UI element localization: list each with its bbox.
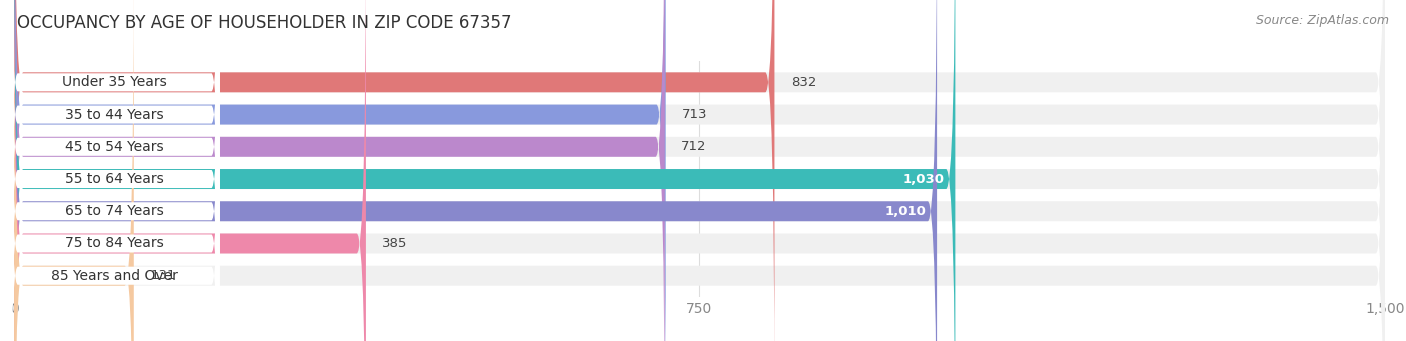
FancyBboxPatch shape <box>14 0 1385 341</box>
FancyBboxPatch shape <box>14 0 938 341</box>
Text: 55 to 64 Years: 55 to 64 Years <box>65 172 165 186</box>
Text: 713: 713 <box>682 108 707 121</box>
FancyBboxPatch shape <box>14 0 1385 341</box>
Text: 385: 385 <box>382 237 408 250</box>
FancyBboxPatch shape <box>10 0 219 341</box>
FancyBboxPatch shape <box>10 0 219 341</box>
Text: 832: 832 <box>790 76 817 89</box>
FancyBboxPatch shape <box>10 0 219 341</box>
FancyBboxPatch shape <box>14 0 665 341</box>
Text: OCCUPANCY BY AGE OF HOUSEHOLDER IN ZIP CODE 67357: OCCUPANCY BY AGE OF HOUSEHOLDER IN ZIP C… <box>17 14 512 32</box>
Text: 131: 131 <box>150 269 176 282</box>
Text: 45 to 54 Years: 45 to 54 Years <box>65 140 165 154</box>
FancyBboxPatch shape <box>14 0 134 341</box>
Text: 85 Years and Over: 85 Years and Over <box>51 269 179 283</box>
Text: Under 35 Years: Under 35 Years <box>62 75 167 89</box>
FancyBboxPatch shape <box>14 0 1385 341</box>
Text: 65 to 74 Years: 65 to 74 Years <box>65 204 165 218</box>
Text: 35 to 44 Years: 35 to 44 Years <box>65 107 165 121</box>
Text: 1,010: 1,010 <box>884 205 927 218</box>
Text: 712: 712 <box>682 140 707 153</box>
FancyBboxPatch shape <box>14 0 956 341</box>
FancyBboxPatch shape <box>10 0 219 341</box>
FancyBboxPatch shape <box>14 0 1385 341</box>
FancyBboxPatch shape <box>10 0 219 341</box>
Text: 1,030: 1,030 <box>903 173 945 186</box>
Text: Source: ZipAtlas.com: Source: ZipAtlas.com <box>1256 14 1389 27</box>
FancyBboxPatch shape <box>14 0 1385 341</box>
FancyBboxPatch shape <box>14 0 665 341</box>
FancyBboxPatch shape <box>14 0 1385 341</box>
Text: 75 to 84 Years: 75 to 84 Years <box>65 237 165 251</box>
FancyBboxPatch shape <box>14 0 366 341</box>
FancyBboxPatch shape <box>10 0 219 341</box>
FancyBboxPatch shape <box>10 0 219 341</box>
FancyBboxPatch shape <box>14 0 775 341</box>
FancyBboxPatch shape <box>14 0 1385 341</box>
